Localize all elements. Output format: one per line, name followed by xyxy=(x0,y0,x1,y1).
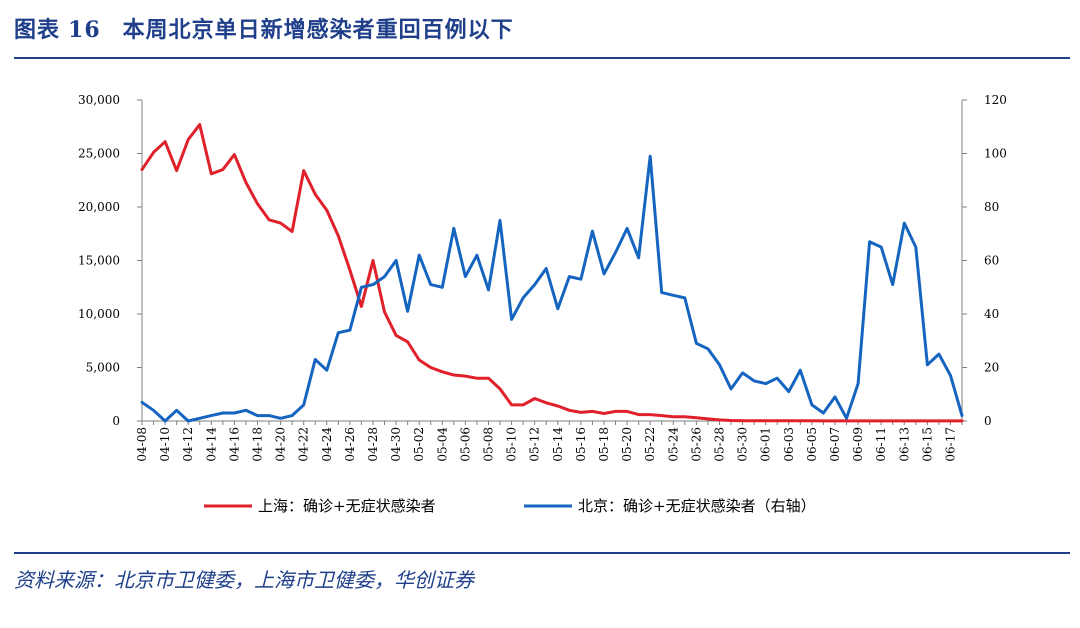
y-right-tick-label: 20 xyxy=(984,361,999,375)
source-note: 资料来源：北京市卫健委，上海市卫健委，华创证券 xyxy=(14,568,474,592)
x-tick-label: 06-09 xyxy=(851,427,865,462)
x-tick-label: 04-24 xyxy=(320,427,334,462)
x-tick-label: 06-15 xyxy=(920,427,934,462)
x-tick-label: 04-26 xyxy=(343,427,357,462)
x-tick-label: 04-16 xyxy=(227,427,241,462)
y-right-tick-label: 40 xyxy=(984,307,999,321)
chart-axes: 0 5,000 10,000 15,000 20,000 25,000 30,000 0 20 4… xyxy=(78,93,1007,462)
title-divider xyxy=(14,57,1070,59)
x-tick-label: 05-02 xyxy=(412,427,426,462)
x-tick-label: 05-22 xyxy=(643,427,657,462)
x-tick-label: 06-11 xyxy=(874,427,888,462)
x-tick-label: 05-30 xyxy=(736,427,750,462)
x-tick-label: 05-12 xyxy=(528,427,542,462)
x-tick-label: 06-13 xyxy=(897,427,911,462)
x-tick-label: 05-16 xyxy=(574,427,588,462)
x-tick-label: 04-28 xyxy=(366,427,380,462)
x-tick-label: 06-01 xyxy=(759,427,773,462)
x-tick-label: 04-10 xyxy=(158,427,172,462)
x-tick-label: 04-08 xyxy=(135,427,149,462)
x-tick-label: 05-28 xyxy=(712,427,726,462)
x-tick-label: 05-18 xyxy=(597,427,611,462)
x-tick-label: 05-06 xyxy=(458,427,472,462)
x-tick-label: 05-14 xyxy=(551,427,565,462)
y-left-tick-label: 5,000 xyxy=(86,361,120,375)
figure-number: 16 xyxy=(68,17,101,43)
x-tick-label: 05-24 xyxy=(666,427,680,462)
y-left-tick-label: 20,000 xyxy=(78,200,120,214)
x-tick-label: 04-20 xyxy=(274,427,288,462)
figure-label: 图表 xyxy=(14,17,61,43)
x-tick-label: 06-07 xyxy=(828,427,842,462)
chart-legend: 上海：确诊+无症状感染者 北京：确诊+无症状感染者（右轴） xyxy=(204,497,816,515)
x-tick-label: 05-26 xyxy=(689,427,703,462)
legend-shanghai-label: 上海：确诊+无症状感染者 xyxy=(258,497,436,515)
y-left-tick-label: 0 xyxy=(112,414,120,428)
x-tick-label: 05-08 xyxy=(481,427,495,462)
legend-beijing-label: 北京：确诊+无症状感染者（右轴） xyxy=(578,497,816,515)
y-left-tick-label: 25,000 xyxy=(78,147,120,161)
series-line-beijing xyxy=(140,154,964,423)
figure-title-text: 本周北京单日新增感染者重回百例以下 xyxy=(122,17,514,43)
x-tick-label: 05-20 xyxy=(620,427,634,462)
source-divider xyxy=(14,552,1070,554)
y-left-tick-label: 30,000 xyxy=(78,93,120,107)
x-tick-label: 04-12 xyxy=(181,427,195,462)
y-right-tick-label: 120 xyxy=(984,93,1007,107)
x-tick-label: 04-14 xyxy=(204,427,218,462)
y-left-tick-label: 10,000 xyxy=(78,307,120,321)
y-right-tick-label: 60 xyxy=(984,254,999,268)
x-tick-label: 06-05 xyxy=(805,427,819,462)
x-tick-label: 05-10 xyxy=(505,427,519,462)
y-right-tick-label: 80 xyxy=(984,200,999,214)
x-tick-label: 04-18 xyxy=(250,427,264,462)
figure-title: 图表 16 本周北京单日新增感染者重回百例以下 xyxy=(14,12,514,44)
y-left-tick-label: 15,000 xyxy=(78,254,120,268)
y-right-tick-label: 0 xyxy=(984,414,992,428)
series-line-shanghai xyxy=(140,123,964,423)
covid-cases-chart: 0 5,000 10,000 15,000 20,000 25,000 30,000 0 20 4… xyxy=(78,93,1007,515)
x-tick-label: 06-03 xyxy=(782,427,796,462)
x-tick-label: 05-04 xyxy=(435,427,449,462)
y-right-tick-label: 100 xyxy=(984,147,1007,161)
chart-series-lines xyxy=(140,123,964,423)
x-tick-label: 04-22 xyxy=(297,427,311,462)
x-tick-label: 04-30 xyxy=(389,427,403,462)
x-tick-label: 06-17 xyxy=(943,427,957,462)
